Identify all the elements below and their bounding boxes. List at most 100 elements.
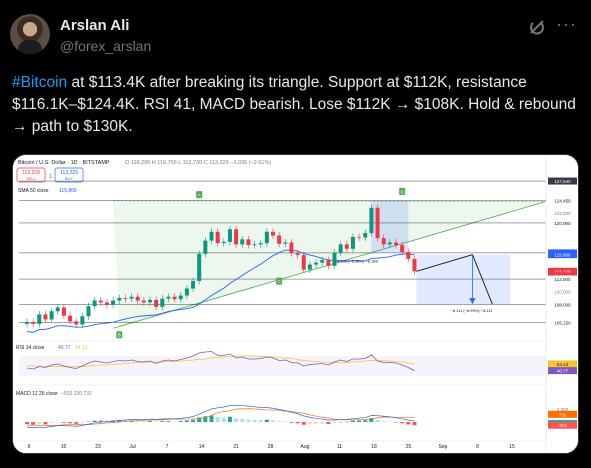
- macd-hist-bar: [31, 422, 36, 425]
- candle: [191, 277, 196, 293]
- sell-button[interactable]: 113,228 SELL: [16, 167, 46, 183]
- buy-button[interactable]: 113,229 BUY: [54, 167, 84, 183]
- candle-body: [252, 244, 257, 246]
- projection-path: [416, 254, 493, 305]
- buy-price: 113,229: [60, 170, 78, 176]
- candle: [412, 255, 417, 275]
- price-label-bg: [548, 251, 577, 259]
- chart-image[interactable]: Bitcoin / U.S. Dollar · 1D · BITSTAMP O …: [12, 154, 579, 454]
- candle: [387, 239, 392, 248]
- candle: [117, 294, 122, 304]
- x-tick-label: Jul: [129, 444, 135, 450]
- candle: [277, 232, 282, 248]
- handle[interactable]: @forex_arslan: [60, 38, 152, 54]
- candle: [197, 250, 202, 285]
- candle: [338, 240, 343, 257]
- price-label: 127,540: [548, 177, 577, 185]
- candle: [203, 237, 208, 258]
- candle-body: [227, 229, 232, 242]
- candle: [332, 249, 337, 270]
- candle: [104, 298, 109, 309]
- candle-body: [129, 296, 134, 299]
- macd-hist-bar: [412, 422, 417, 426]
- x-tick-label: 14: [199, 444, 205, 450]
- macd-hist-bar: [215, 417, 220, 423]
- macd-hist-bar: [295, 422, 300, 424]
- sma-value: 115,866: [59, 188, 77, 194]
- macd-hist-bar: [387, 421, 392, 423]
- price-label-bg: [548, 288, 577, 296]
- rsi-axis-label: 54.13: [548, 360, 577, 368]
- candle-body: [234, 229, 239, 245]
- macd-hist-bar: [92, 420, 97, 423]
- pattern-marker-c: C: [276, 277, 283, 285]
- rsi-line: [26, 351, 415, 371]
- candle: [209, 228, 214, 245]
- avatar[interactable]: [10, 14, 50, 54]
- macd-hist-bar: [258, 420, 263, 423]
- grok-icon[interactable]: [527, 17, 547, 37]
- candle-body: [338, 244, 343, 253]
- candle-body: [148, 299, 152, 303]
- candle-body: [307, 264, 312, 270]
- candle: [394, 239, 398, 249]
- price-label-text: 108,000: [554, 302, 571, 307]
- candle-body: [332, 252, 337, 266]
- macd-hist-bar: [80, 422, 85, 423]
- measure-box-lower: [416, 254, 511, 305]
- marker-bg: [116, 331, 123, 339]
- display-name[interactable]: Arslan Ali: [60, 17, 130, 34]
- candle-body: [197, 253, 202, 281]
- macd-axis-text: -502: [558, 423, 568, 428]
- macd-hist-bar: [283, 421, 288, 423]
- candle-body: [184, 288, 189, 296]
- price-label: 122,500: [548, 209, 577, 217]
- candle-body: [240, 239, 245, 245]
- price-label-text: 120,900: [554, 221, 571, 226]
- candle-body: [43, 314, 48, 320]
- macd-hist-bar: [154, 421, 159, 423]
- candle: [350, 233, 355, 253]
- rsi-axis-text: 54.13: [557, 362, 569, 367]
- candle-body: [37, 314, 42, 324]
- candle-body: [80, 316, 85, 325]
- hashtag-link[interactable]: #Bitcoin: [12, 74, 68, 91]
- candle: [178, 292, 183, 303]
- candle: [166, 293, 171, 303]
- price-label: 112,000: [548, 275, 577, 283]
- candle-body: [111, 300, 116, 305]
- x-tick-label: 23: [95, 444, 101, 450]
- candle-body: [61, 307, 66, 316]
- candle: [86, 302, 91, 320]
- candle: [227, 225, 232, 246]
- macd-hist-bar: [49, 422, 54, 423]
- more-options-icon[interactable]: ···: [556, 14, 577, 34]
- price-label-text: 122,500: [554, 211, 571, 216]
- candle-body: [135, 296, 140, 301]
- x-tick-label: 21: [233, 444, 239, 450]
- x-tick-label: Aug: [301, 444, 310, 450]
- price-label: 108,000: [548, 300, 577, 308]
- macd-hist-bar: [357, 420, 362, 423]
- candle: [234, 225, 239, 248]
- candle: [295, 249, 300, 259]
- buy-label: BUY: [65, 176, 74, 181]
- candle: [252, 240, 257, 249]
- candle-body: [394, 242, 398, 246]
- price-label-bg: [548, 177, 577, 185]
- macd-axis-label: 2,000: [548, 405, 577, 413]
- candle-body: [25, 321, 29, 324]
- x-tick-label: 11: [337, 444, 342, 450]
- candle-body: [258, 243, 263, 245]
- price-label-bg: [548, 197, 577, 205]
- price-label-text: 105,150: [554, 320, 571, 325]
- candle: [31, 318, 36, 328]
- sell-price: 113,228: [22, 170, 40, 176]
- candle: [61, 303, 66, 320]
- measure-label-1: −8,188 (−6.58%) −8,188: [335, 259, 379, 264]
- rsi-axis-text: 40.77: [557, 369, 569, 374]
- chart-ohlc: O 116,295 H 116,765 L 112,730 C 113,229 …: [125, 160, 271, 166]
- candle-body: [400, 245, 405, 252]
- sell-label: SELL: [26, 176, 37, 181]
- candle: [25, 318, 29, 328]
